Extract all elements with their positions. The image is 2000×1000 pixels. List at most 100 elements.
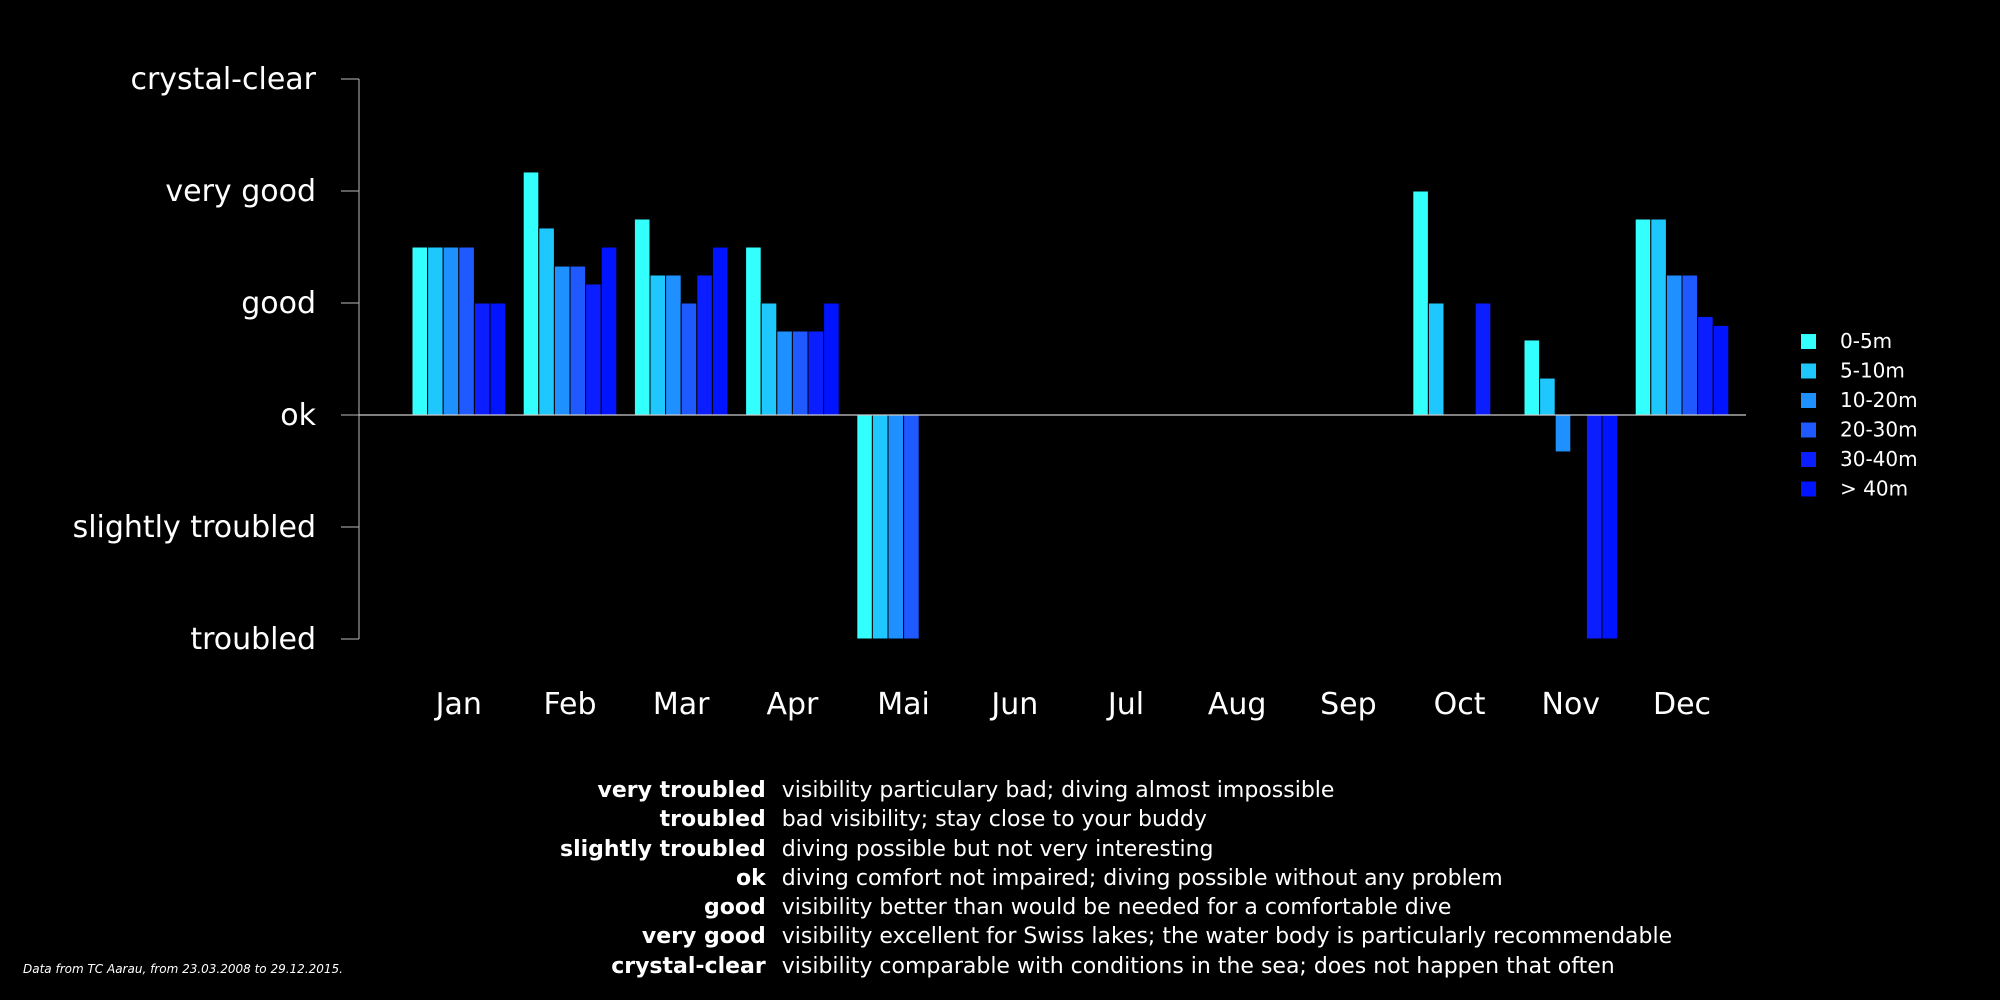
bar bbox=[458, 246, 475, 416]
bar bbox=[1681, 274, 1699, 416]
definition-term: very good bbox=[641, 924, 766, 950]
legend-swatch bbox=[1801, 363, 1816, 379]
legend-label: > 40m bbox=[1840, 477, 1908, 501]
x-tick-label: Sep bbox=[1320, 687, 1377, 722]
visibility-bar-chart: troubled slightly troubled ok good very good… bbox=[73, 62, 1918, 722]
bar bbox=[569, 265, 587, 416]
bar bbox=[1634, 218, 1652, 416]
y-tick-label: good bbox=[241, 286, 316, 321]
x-tick-label: Mar bbox=[653, 687, 710, 722]
x-tick-label: Mai bbox=[877, 687, 930, 722]
bar bbox=[791, 330, 809, 416]
x-tick-label: Feb bbox=[543, 687, 596, 722]
bar bbox=[633, 218, 651, 416]
bar bbox=[649, 274, 667, 416]
bar bbox=[680, 302, 698, 416]
bar bbox=[1650, 218, 1667, 416]
bar bbox=[442, 246, 460, 416]
legend-swatch bbox=[1801, 422, 1816, 438]
bar bbox=[887, 414, 905, 640]
y-tick-label: slightly troubled bbox=[73, 510, 316, 545]
x-tick-label: Oct bbox=[1434, 687, 1486, 722]
bar bbox=[1554, 414, 1572, 453]
bar bbox=[522, 171, 540, 416]
definition-term: good bbox=[704, 895, 766, 921]
bar bbox=[1697, 315, 1714, 416]
definition-row: ok diving comfort not impaired; diving po… bbox=[560, 864, 1672, 893]
y-axis: troubled slightly troubled ok good very good… bbox=[73, 62, 360, 657]
legend-label: 0-5m bbox=[1840, 329, 1892, 353]
y-tick-label: very good bbox=[165, 174, 316, 209]
x-tick-label: Jul bbox=[1106, 687, 1144, 722]
legend-swatch bbox=[1801, 481, 1816, 497]
bar bbox=[903, 414, 920, 640]
bar bbox=[585, 283, 602, 416]
legend-label: 20-30m bbox=[1840, 418, 1918, 442]
x-tick-label: Apr bbox=[766, 687, 819, 722]
bar bbox=[871, 414, 889, 640]
definition-term: slightly troubled bbox=[560, 836, 766, 862]
chart-legend: 0-5m 5-10m 10-20m 20-30m 30-40m > 40m bbox=[1801, 329, 1918, 501]
legend-swatch bbox=[1801, 452, 1816, 467]
bar bbox=[1427, 302, 1445, 416]
bar bbox=[1412, 190, 1429, 416]
source-note: Data from TC Aarau, from 23.03.2008 to 2… bbox=[23, 962, 343, 976]
bar bbox=[427, 246, 444, 416]
x-tick-label: Jan bbox=[434, 687, 482, 722]
definition-row: very troubled visibility particulary bad;… bbox=[560, 776, 1672, 805]
bars bbox=[411, 171, 1730, 640]
bar bbox=[1585, 414, 1603, 640]
legend-label: 5-10m bbox=[1840, 359, 1905, 383]
y-tick-label: troubled bbox=[190, 622, 316, 657]
bar bbox=[1539, 377, 1556, 416]
definition-description: diving possible but not very interesting bbox=[781, 836, 1214, 862]
bar bbox=[1523, 339, 1541, 416]
bar bbox=[665, 274, 682, 416]
definition-description: bad visibility; stay close to your buddy bbox=[781, 807, 1207, 833]
y-tick-label: crystal-clear bbox=[130, 62, 316, 97]
bar bbox=[711, 246, 729, 416]
legend-swatch bbox=[1801, 393, 1816, 408]
x-tick-label: Nov bbox=[1542, 687, 1601, 722]
bar bbox=[776, 330, 793, 416]
bar bbox=[553, 265, 571, 416]
bar bbox=[600, 246, 618, 416]
bar bbox=[1601, 414, 1619, 640]
x-tick-label: Jun bbox=[989, 687, 1038, 722]
definition-term: very troubled bbox=[597, 778, 766, 803]
bar bbox=[823, 302, 840, 416]
definition-description: visibility excellent for Swiss lakes; th… bbox=[781, 924, 1673, 950]
legend-label: 10-20m bbox=[1840, 388, 1918, 412]
x-tick-label: Dec bbox=[1653, 687, 1711, 722]
definition-row: troubled bad visibility; stay close to yo… bbox=[560, 805, 1672, 834]
definition-description: diving comfort not impaired; diving poss… bbox=[781, 865, 1503, 891]
definition-row: very good visibility excellent for Swiss … bbox=[560, 922, 1672, 951]
legend-swatch bbox=[1801, 334, 1816, 349]
bar bbox=[473, 302, 491, 416]
bar bbox=[489, 302, 507, 416]
y-tick-label: ok bbox=[280, 398, 316, 433]
visibility-definitions-table: very troubled visibility particulary bad;… bbox=[560, 776, 1672, 981]
bar bbox=[1665, 274, 1683, 416]
definition-description: visibility better than would be needed f… bbox=[781, 895, 1452, 921]
definition-description: visibility particulary bad; diving almos… bbox=[781, 778, 1335, 803]
x-tick-label: Aug bbox=[1208, 687, 1267, 722]
definition-term: crystal-clear bbox=[611, 953, 766, 979]
definition-row: crystal-clear visibility comparable with … bbox=[560, 952, 1672, 981]
definition-term: ok bbox=[736, 865, 766, 891]
definition-term: troubled bbox=[659, 807, 766, 833]
bar bbox=[760, 302, 778, 416]
bar bbox=[1474, 302, 1492, 416]
bar bbox=[411, 246, 429, 416]
bar bbox=[696, 274, 713, 416]
bar bbox=[807, 330, 825, 416]
definition-row: slightly troubled diving possible but not… bbox=[560, 835, 1672, 864]
x-axis: Jan Feb Mar Apr Mai Jun Jul Aug Sep Oct Nov Dec bbox=[434, 687, 1711, 722]
legend-label: 30-40m bbox=[1840, 447, 1918, 471]
bar bbox=[745, 246, 762, 416]
bar bbox=[538, 227, 555, 416]
bar bbox=[1712, 324, 1730, 416]
definition-row: good visibility better than would be need… bbox=[560, 893, 1672, 922]
bar bbox=[856, 414, 873, 640]
definition-description: visibility comparable with conditions in… bbox=[781, 953, 1615, 979]
